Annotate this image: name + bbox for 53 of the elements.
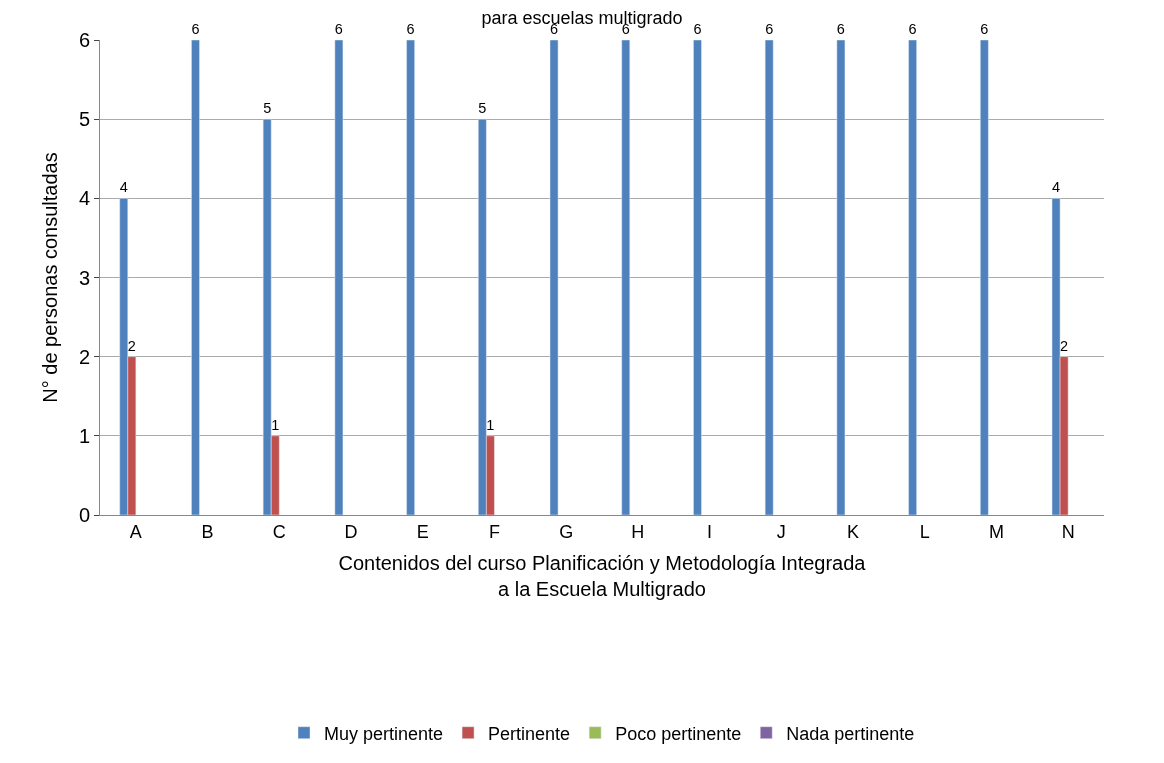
y-tick-label: 1 [78,424,90,447]
x-axis-title: Contenidos del curso Planificación y Metodología Integrada a la Escuela Multigrado [338,552,867,601]
y-tick-label: 2 [78,345,90,368]
data-label: 5 [478,100,487,117]
bar [334,40,344,515]
data-label: 1 [486,416,495,433]
bar [836,40,846,515]
data-label: 6 [406,21,415,38]
data-label: 4 [119,179,128,196]
x-tick-label: J [776,521,786,542]
data-label: 6 [836,21,845,38]
bar [764,40,774,515]
bar [621,40,631,515]
y-tick-label: 3 [78,266,90,289]
y-tick-label: 6 [78,29,90,51]
data-label: 6 [908,21,917,38]
x-tick-label: F [488,521,500,542]
y-tick-label: 5 [78,108,90,131]
bar [191,40,200,515]
x-tick-label: K [846,521,860,542]
y-tick-label: 0 [78,504,90,526]
x-tick-label: G [559,521,574,542]
data-label: 6 [334,21,343,38]
x-tick-label: H [631,521,645,542]
x-tick-label: M [988,521,1004,542]
data-label: 4 [1052,179,1061,196]
x-tick-label: D [344,521,358,542]
data-label: 2 [1060,337,1069,354]
bar [693,40,702,515]
data-label: 6 [765,21,774,38]
data-label: 5 [263,100,272,117]
x-tick-label: B [201,521,214,542]
data-label: 6 [693,21,702,38]
bar [549,40,559,515]
y-tick-label: 4 [78,187,90,210]
data-label: 6 [980,21,989,38]
y-axis-title: N° de personas consultadas [39,152,62,403]
x-tick-label: A [129,521,142,542]
bar [908,40,917,515]
data-label: 6 [191,21,200,38]
x-tick-label: E [416,521,429,542]
legend-label: Muy pertinente [324,723,444,744]
bar [980,40,989,515]
x-tick-label: L [919,521,930,542]
legend-label: Nada pertinente [786,723,915,744]
bar [406,40,415,515]
legend-label: Poco pertinente [615,723,742,744]
data-label: 2 [127,337,136,354]
x-tick-label: N [1061,521,1075,542]
data-label: 1 [271,416,280,433]
legend-label: Pertinente [488,723,571,744]
x-tick-label: C [272,521,286,542]
x-tick-label: I [707,521,713,542]
